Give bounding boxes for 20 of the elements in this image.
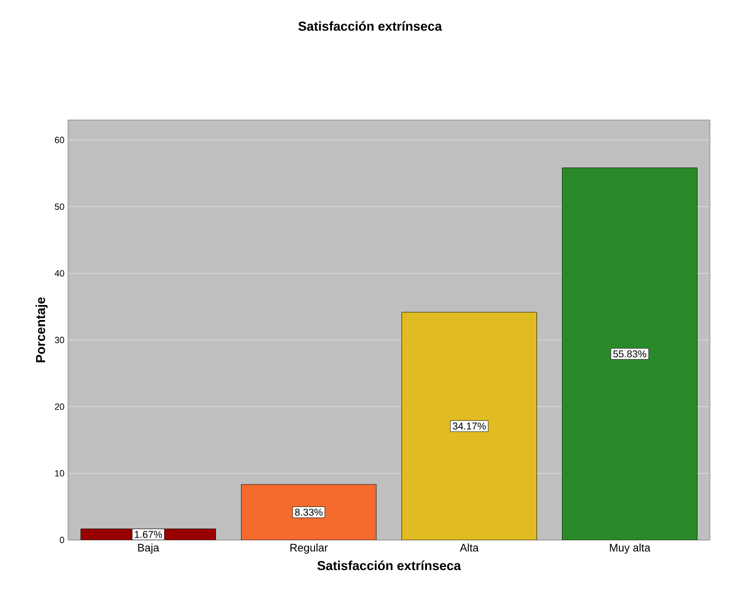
bar: [562, 168, 698, 540]
x-tick-label: Alta: [460, 544, 479, 552]
y-tick-label: 0: [60, 536, 64, 544]
x-tick-label: Regular: [290, 544, 328, 554]
y-axis-title: Porcentaje: [36, 297, 48, 362]
chart-title: Satisfacción extrínseca: [298, 21, 442, 31]
y-tick-label: 60: [54, 136, 64, 144]
data-label: 34.17%: [452, 422, 486, 430]
x-tick-label: Baja: [138, 544, 160, 554]
y-tick-label: 20: [54, 403, 64, 410]
y-tick-label: 30: [54, 336, 64, 344]
y-tick-label: 50: [54, 203, 64, 210]
bar: [241, 484, 376, 540]
data-label: 1.67%: [134, 530, 162, 538]
y-tick-label: 10: [55, 470, 64, 476]
data-label: 55.83%: [613, 350, 646, 358]
x-axis-title: Satisfacción extrínseca: [317, 560, 462, 570]
data-label: 8.33%: [295, 508, 323, 516]
y-tick-label: 40: [54, 270, 64, 276]
x-tick-label: Muy alta: [610, 544, 650, 554]
